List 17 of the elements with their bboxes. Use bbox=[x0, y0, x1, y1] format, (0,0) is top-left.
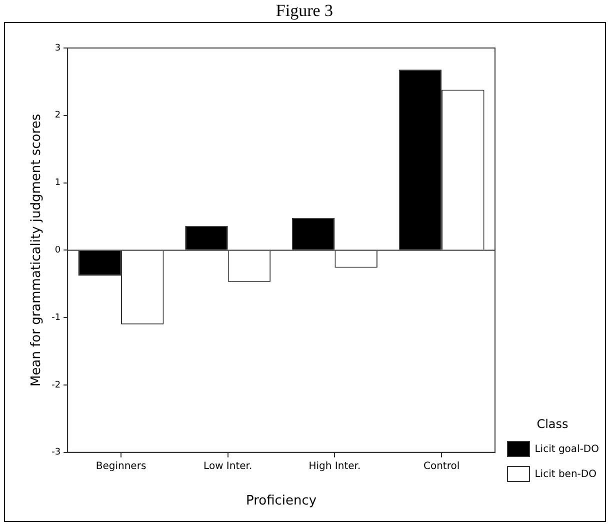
text: Licit ben-DO bbox=[534, 468, 596, 480]
chart-title: Figure 3 bbox=[274, 0, 334, 20]
y-tick-label: 0 bbox=[54, 246, 61, 256]
x-tick-label: Low Inter. bbox=[204, 460, 252, 472]
x-tick-label: Control bbox=[423, 460, 460, 472]
x-tick-label: High Inter. bbox=[308, 460, 361, 472]
legend-label: Licit goal-DO bbox=[534, 444, 599, 454]
x-axis-title: Proficiency bbox=[246, 494, 317, 509]
y-tick-label: -3 bbox=[52, 448, 61, 458]
y-tick-label: 3 bbox=[54, 43, 61, 54]
y-tick-label: -2 bbox=[52, 380, 61, 390]
legend-title: Class bbox=[536, 417, 570, 431]
x-tick-label: Beginners bbox=[96, 460, 146, 472]
y-tick-label: -1 bbox=[52, 312, 61, 323]
y-tick-label: 1 bbox=[54, 178, 61, 188]
y-tick-label: 2 bbox=[54, 110, 61, 121]
y-axis-title: Mean for grammaticality judgment scores bbox=[29, 114, 44, 386]
